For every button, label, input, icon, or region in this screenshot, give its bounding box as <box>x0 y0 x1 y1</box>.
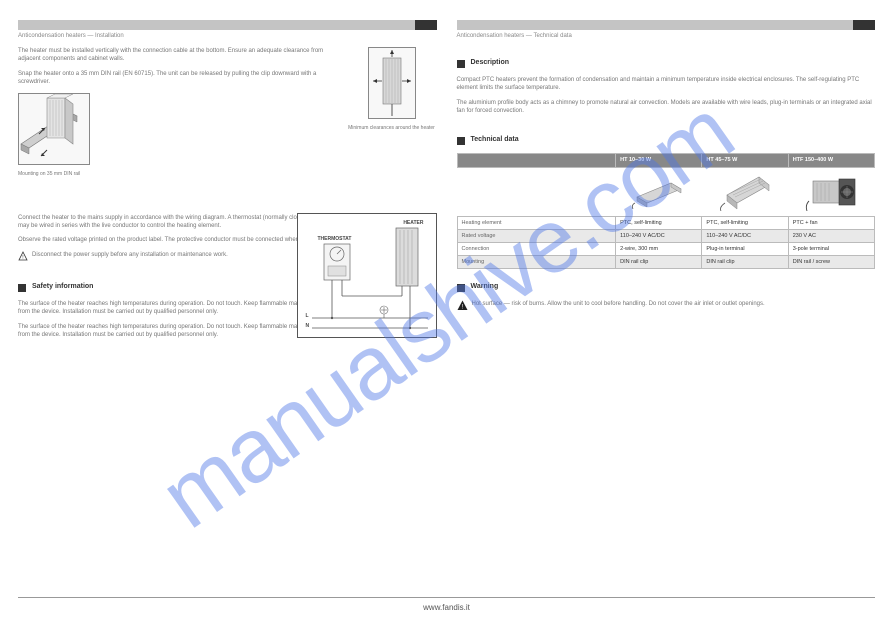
spec-table: HT 10–30 W HT 45–75 W HTF 150–400 W Heat… <box>457 153 876 269</box>
subtitle-left: Anticondensation heaters — Installation <box>18 33 437 39</box>
svg-text:!: ! <box>22 255 23 261</box>
page-left: Anticondensation heaters — Installation … <box>18 20 437 345</box>
header-bar-right <box>457 20 876 30</box>
section-bullet-safety <box>18 284 26 292</box>
spec-r3-v3: DIN rail / screw <box>788 255 874 268</box>
clearance-svg <box>369 48 415 118</box>
product-thumb-2 <box>702 167 788 216</box>
spec-r1-label: Rated voltage <box>457 229 616 242</box>
spec-r1-v2: 110–240 V AC/DC <box>702 229 788 242</box>
section-bullet-warn <box>457 284 465 292</box>
product-thumb-3 <box>788 167 874 216</box>
spec-r0-v2: PTC, self-limiting <box>702 216 788 229</box>
intro-text-2: Snap the heater onto a 35 mm DIN rail (E… <box>18 70 335 87</box>
spec-col-2: HT 45–75 W <box>702 153 788 167</box>
footer-rule <box>18 597 875 598</box>
spec-r0-label: Heating element <box>457 216 616 229</box>
wiring-text-2: Observe the rated voltage printed on the… <box>18 236 335 244</box>
desc-text-1: Compact PTC heaters prevent the formatio… <box>457 76 876 93</box>
warning-triangle-icon: ! <box>18 251 28 263</box>
safety-text: The surface of the heater reaches high t… <box>18 300 335 317</box>
spec-r3-v2: DIN rail clip <box>702 255 788 268</box>
subtitle-right: Anticondensation heaters — Technical dat… <box>457 33 876 39</box>
spec-r3-v1: DIN rail clip <box>616 255 702 268</box>
page-right: Anticondensation heaters — Technical dat… <box>457 20 876 345</box>
spec-r2-v3: 3-pole terminal <box>788 242 874 255</box>
clearance-figure <box>368 47 416 119</box>
warning-solid-icon: ! <box>457 300 468 313</box>
rail-mount-svg <box>19 94 89 164</box>
header-accent-left <box>415 20 437 30</box>
clearance-caption: Minimum clearances around the heater <box>347 125 437 132</box>
spec-r2-v2: Plug-in terminal <box>702 242 788 255</box>
footer-url: www.fandis.it <box>0 603 893 612</box>
desc-text-2: The aluminium profile body acts as a chi… <box>457 99 876 116</box>
section-bullet-desc <box>457 60 465 68</box>
section-bullet-tech <box>457 137 465 145</box>
header-bar-left <box>18 20 437 30</box>
mount-caption: Mounting on 35 mm DIN rail <box>18 171 335 178</box>
rail-mount-figure <box>18 93 90 165</box>
warn-text: Hot surface — risk of burns. Allow the u… <box>472 300 765 308</box>
spec-r1-v1: 110–240 V AC/DC <box>616 229 702 242</box>
spec-r3-label: Mounting <box>457 255 616 268</box>
spec-r0-v3: PTC + fan <box>788 216 874 229</box>
spec-r2-v1: 2-wire, 300 mm <box>616 242 702 255</box>
product-thumb-1 <box>616 167 702 216</box>
wiring-diagram: THERMOSTAT HEATER L N <box>297 213 437 338</box>
spec-col-0 <box>457 153 616 167</box>
safety-text-2: The surface of the heater reaches high t… <box>18 323 335 340</box>
spec-col-1: HT 10–30 W <box>616 153 702 167</box>
spec-r2-label: Connection <box>457 242 616 255</box>
wiring-svg <box>298 214 438 339</box>
section-title-safety: Safety information <box>32 283 93 290</box>
spec-col-3: HTF 150–400 W <box>788 153 874 167</box>
section-title-tech: Technical data <box>471 136 519 143</box>
section-title-desc: Description <box>471 59 510 66</box>
wiring-text-1: Connect the heater to the mains supply i… <box>18 214 335 231</box>
section-title-warn: Warning <box>471 283 499 290</box>
spec-r1-v3: 230 V AC <box>788 229 874 242</box>
header-accent-right <box>853 20 875 30</box>
intro-text-1: The heater must be installed vertically … <box>18 47 335 64</box>
wiring-warning-text: Disconnect the power supply before any i… <box>32 251 228 259</box>
spec-r0-v1: PTC, self-limiting <box>616 216 702 229</box>
